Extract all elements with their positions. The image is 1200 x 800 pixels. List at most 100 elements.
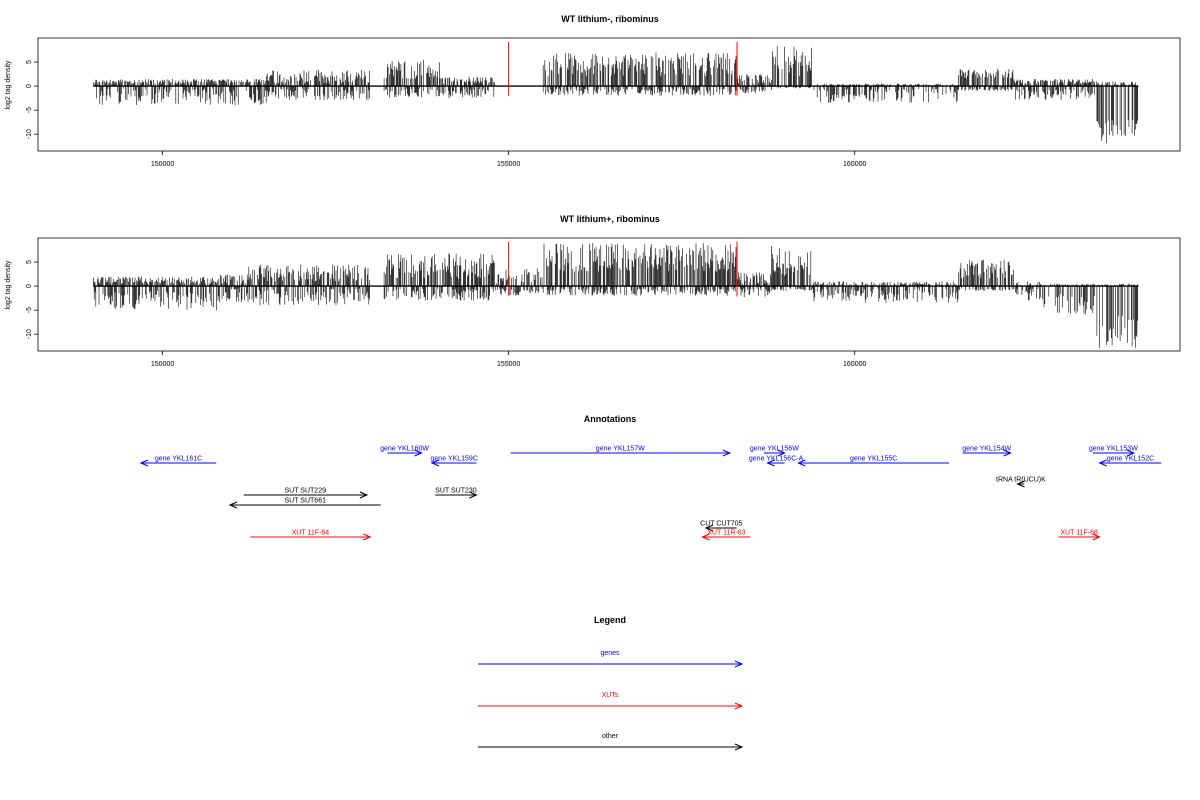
panel-title: WT lithium+, ribominus (560, 214, 660, 224)
arrow-head (1016, 480, 1025, 488)
x-axis: 150000 155000 160000 (151, 151, 866, 168)
y-axis: 5 0 -5 -10 (26, 260, 38, 339)
feature: gene YKL161C (139, 456, 217, 467)
feature-label: SUT SUT229 (284, 488, 326, 495)
legend-title: Legend (594, 615, 626, 625)
arrow-head (1126, 449, 1136, 457)
feature: XUT 11R-63 (701, 530, 751, 541)
density-positive-path (93, 45, 1138, 87)
arrow-head (734, 743, 744, 751)
legend-item-genes: genes (478, 650, 744, 668)
feature: gene YKL154W (962, 446, 1012, 457)
y-tick-label: 0 (26, 84, 33, 88)
feature: gene YKL153W (1089, 446, 1138, 457)
arrow-head (766, 459, 775, 467)
legend: Legend genes XUTs other (478, 615, 744, 751)
y-tick-label: -10 (26, 329, 33, 339)
legend-label: genes (600, 650, 620, 657)
marker-lines (508, 41, 738, 96)
feature: gene YKL156C-A (749, 456, 804, 467)
legend-item-other: other (478, 733, 744, 751)
feature: gene YKL152C (1098, 456, 1162, 467)
arrow-head (228, 501, 238, 509)
feature: CUT CUT705 (700, 521, 743, 532)
y-tick-label: 5 (26, 260, 33, 264)
y-tick-label: 5 (26, 60, 33, 64)
x-tick-label: 160000 (843, 161, 866, 168)
annotations-title: Annotations (584, 414, 637, 424)
feature-label: gene YKL152C (1107, 456, 1154, 463)
arrow-head (469, 491, 478, 499)
arrow-head (777, 449, 786, 457)
x-tick-label: 155000 (497, 161, 520, 168)
plot-frame (37, 37, 1181, 152)
feature: tRNA tR(UCU)K (996, 477, 1046, 488)
y-tick-label: -5 (26, 307, 33, 313)
arrow-head (139, 459, 149, 467)
arrow-head (797, 459, 806, 467)
feature: SUT SUT229 (243, 488, 369, 499)
x-axis: 150000 155000 160000 (151, 351, 866, 368)
feature-label: gene YKL154W (962, 446, 1011, 453)
arrow-head (734, 660, 744, 668)
feature-label: gene YKL159C (431, 456, 478, 463)
feature-label: gene YKL160W (380, 446, 429, 453)
arrow-head (1098, 459, 1107, 467)
positive-density-bars (93, 243, 1138, 287)
feature-label: gene YKL155C (850, 456, 897, 463)
arrow-head (359, 491, 369, 499)
feature-label: gene YKL153W (1089, 446, 1138, 453)
arrow-head (704, 524, 714, 532)
marker-lines (508, 241, 738, 296)
feature: SUT SUT230 (435, 488, 478, 499)
feature: gene YKL160W (380, 446, 429, 457)
negative-density-bars (96, 86, 1138, 144)
feature-label: XUT 11F-64 (292, 530, 330, 537)
feature-label: tRNA tR(UCU)K (996, 477, 1046, 484)
feature: XUT 11F-64 (250, 530, 372, 541)
arrow-head (363, 533, 372, 541)
feature-label: gene YKL161C (155, 456, 202, 463)
feature-label: SUT SUT230 (435, 488, 477, 495)
x-tick-label: 155000 (497, 361, 520, 368)
x-tick-label: 160000 (843, 361, 866, 368)
x-tick-label: 150000 (151, 161, 174, 168)
arrow-head (430, 459, 440, 467)
arrow-head (414, 449, 423, 457)
arrow-head (734, 702, 744, 710)
legend-item-xuts: XUTs (478, 692, 744, 710)
negative-density-bars (93, 286, 1138, 348)
density-negative-path (93, 286, 1138, 348)
arrow-head (1092, 533, 1101, 541)
feature-label: gene YKL156W (750, 446, 799, 453)
density-negative-path (96, 86, 1138, 144)
legend-label: XUTs (602, 692, 619, 699)
feature: XUT 11F-68 (1058, 530, 1101, 541)
y-axis: 5 0 -5 -10 (26, 60, 38, 139)
feature: gene YKL157W (510, 446, 732, 457)
plot-frame (37, 237, 1181, 352)
feature: gene YKL159C (431, 456, 478, 467)
y-tick-label: -10 (26, 129, 33, 139)
density-panel-lithium-plus: WT lithium+, ribominus log2 tag density … (5, 214, 1181, 368)
legend-label: other (602, 733, 619, 740)
feature-label: XUT 11R-63 (707, 530, 745, 537)
feature: gene YKL155C (797, 456, 949, 467)
x-tick-label: 150000 (151, 361, 174, 368)
arrow-head (722, 449, 732, 457)
y-tick-label: 0 (26, 284, 33, 288)
arrow-head (1003, 449, 1012, 457)
density-positive-path (93, 243, 1138, 287)
panel-title: WT lithium-, ribominus (561, 14, 659, 24)
y-tick-label: -5 (26, 107, 33, 113)
feature: SUT SUT661 (228, 498, 381, 509)
feature-label: gene YKL156C-A (749, 456, 804, 463)
feature-label: gene YKL157W (596, 446, 645, 453)
arrow-head (701, 533, 710, 541)
feature-label: CUT CUT705 (700, 521, 742, 528)
feature: gene YKL156W (750, 446, 799, 457)
positive-density-bars (93, 45, 1138, 87)
feature-label: XUT 11F-68 (1060, 530, 1098, 537)
